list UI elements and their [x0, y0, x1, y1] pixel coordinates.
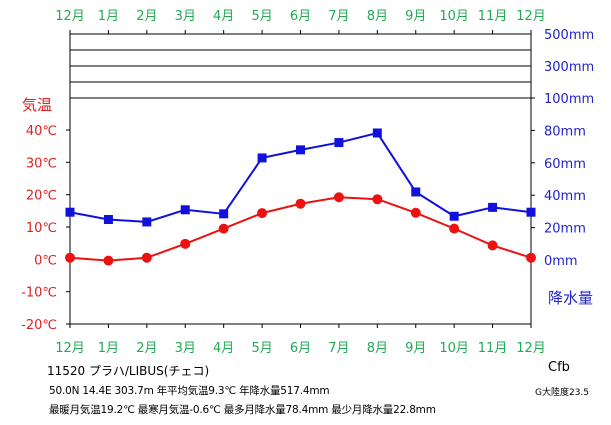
precipitation-point [488, 202, 498, 212]
temperature-point [526, 252, 536, 263]
bottom-month-labels: 12月 1月 2月 3月 4月 5月 6月 7月 8月 9月 10月 11月 12月 [55, 341, 546, 356]
month-label-top: 11月 [478, 9, 508, 24]
precipitation-tick-label: 20mm [544, 222, 586, 237]
temperature-point [295, 198, 306, 209]
temperature-point [333, 192, 344, 203]
month-label-top: 1月 [98, 9, 119, 24]
month-label-top: 12月 [516, 9, 546, 24]
precipitation-point [411, 187, 421, 197]
precipitation-tick-label: 80mm [544, 124, 586, 139]
precipitation-point [142, 217, 152, 227]
month-label-top: 12月 [55, 9, 85, 24]
month-label-bottom: 5月 [251, 341, 272, 356]
temperature-tick-label: 40℃ [26, 124, 57, 139]
temperature-series [65, 192, 536, 266]
month-label-top: 7月 [328, 9, 349, 24]
temperature-point [410, 207, 421, 218]
station-title: 11520 プラハ/LIBUS(チェコ) [47, 364, 210, 378]
temperature-point [141, 252, 152, 263]
temperature-axis: 気温 40℃ 30℃ 20℃ 10℃ 0℃ -10℃ -20℃ [21, 96, 57, 333]
month-label-bottom: 4月 [213, 341, 234, 356]
precipitation-point [296, 145, 305, 155]
temperature-axis-title: 気温 [22, 96, 52, 114]
month-label-bottom: 8月 [367, 341, 388, 356]
temperature-point [218, 223, 229, 234]
precipitation-point [103, 215, 113, 224]
top-month-labels: 12月 1月 2月 3月 4月 5月 6月 7月 8月 9月 10月 11月 12月 [55, 9, 546, 24]
temperature-point [180, 238, 191, 249]
precipitation-point [449, 211, 459, 221]
temperature-tick-label: 20℃ [26, 189, 57, 204]
temperature-point [449, 223, 460, 234]
climate-class: Cfb [548, 360, 570, 375]
month-label-top: 3月 [175, 9, 196, 24]
temperature-tick-label: 0℃ [34, 253, 57, 268]
temperature-tick-label: 30℃ [26, 156, 57, 171]
precipitation-point [65, 207, 75, 217]
temperature-tick-label: -20℃ [21, 318, 57, 333]
precipitation-tick-label: 40mm [544, 189, 586, 204]
month-label-top: 9月 [405, 9, 426, 24]
precipitation-point [526, 207, 536, 217]
month-label-top: 6月 [290, 9, 311, 24]
month-label-bottom: 6月 [290, 341, 311, 356]
month-label-top: 8月 [367, 9, 388, 24]
chart-frame [66, 30, 535, 328]
station-summary: 50.0N 14.4E 303.7m 年平均気温9.3℃ 年降水量517.4mm [49, 385, 330, 397]
month-label-bottom: 2月 [136, 341, 157, 356]
precipitation-tick-label: 0mm [544, 254, 578, 269]
month-label-bottom: 11月 [478, 341, 508, 356]
temperature-point [103, 255, 114, 266]
station-extremes: 最暖月気温19.2℃ 最寒月気温-0.6℃ 最多月降水量78.4mm 最少月降水… [49, 404, 436, 416]
precipitation-tick-label: 300mm [544, 60, 594, 75]
temperature-tick-label: -10℃ [21, 286, 57, 301]
precipitation-series [65, 128, 536, 227]
precipitation-axis-title: 降水量 [548, 289, 593, 307]
temperature-point [65, 252, 75, 263]
temperature-point [257, 208, 268, 219]
precipitation-tick-label: 500mm [544, 28, 594, 43]
month-label-bottom: 10月 [439, 341, 469, 356]
precipitation-tick-label: 60mm [544, 157, 586, 172]
temperature-point [372, 194, 383, 205]
temperature-tick-label: 10℃ [26, 221, 57, 236]
month-label-bottom: 9月 [405, 341, 426, 356]
precipitation-point [257, 153, 267, 163]
month-label-bottom: 7月 [328, 341, 349, 356]
precipitation-tick-label: 100mm [544, 92, 594, 107]
month-label-bottom: 3月 [175, 341, 196, 356]
month-label-top: 10月 [439, 9, 469, 24]
precipitation-point [334, 138, 344, 148]
month-label-bottom: 1月 [98, 341, 119, 356]
precipitation-point [180, 205, 190, 215]
continentality: G大陸度23.5 [535, 388, 590, 398]
precipitation-axis: 500mm 300mm 100mm 80mm 60mm 40mm 20mm 0mm 降水量 [544, 28, 594, 307]
precipitation-point [372, 128, 382, 138]
precipitation-point [219, 209, 229, 219]
month-label-bottom: 12月 [55, 341, 85, 356]
month-label-top: 5月 [251, 9, 272, 24]
temperature-point [487, 240, 498, 251]
month-label-top: 4月 [213, 9, 234, 24]
month-label-top: 2月 [136, 9, 157, 24]
month-label-bottom: 12月 [516, 341, 546, 356]
